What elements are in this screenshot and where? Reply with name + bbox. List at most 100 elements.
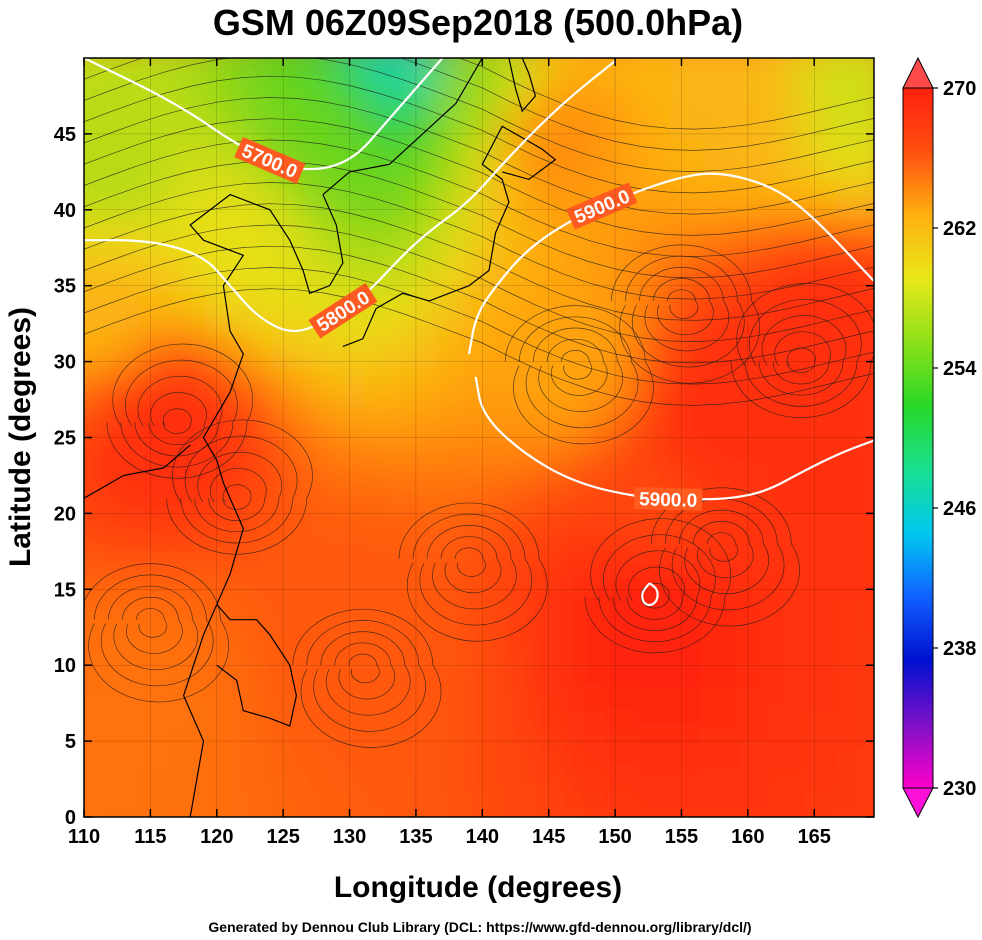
temperature-cell	[304, 791, 341, 817]
temperature-cell	[769, 298, 806, 335]
streamline	[706, 532, 739, 562]
temperature-cell	[304, 753, 341, 790]
temperature-cell	[504, 108, 541, 145]
temperature-cell	[736, 298, 773, 335]
temperature-cell	[504, 563, 541, 600]
temperature-cell	[670, 715, 707, 752]
temperature-cell	[670, 222, 707, 259]
temperature-cell	[470, 58, 507, 69]
streamline	[772, 331, 831, 385]
temperature-cell	[636, 70, 673, 107]
x-axis-label: Longitude (degrees)	[334, 871, 622, 904]
temperature-cell	[736, 753, 773, 790]
temperature-cell	[470, 563, 507, 600]
temperature-cell	[504, 58, 541, 69]
temperature-cell	[205, 70, 242, 107]
temperature-cell	[537, 677, 574, 714]
temperature-cell	[504, 677, 541, 714]
temperature-cell	[769, 791, 806, 817]
temperature-cell	[802, 108, 839, 145]
temperature-cell	[404, 715, 441, 752]
streamline	[292, 608, 442, 748]
temperature-cell	[470, 601, 507, 638]
temperature-cell	[869, 222, 874, 259]
temperature-cell	[84, 525, 109, 562]
temperature-cell	[437, 715, 474, 752]
temperature-cell	[304, 677, 341, 714]
temperature-cell	[205, 563, 242, 600]
temperature-cell	[570, 525, 607, 562]
temperature-cell	[736, 449, 773, 486]
temperature-cell	[836, 58, 873, 69]
temperature-cell	[703, 70, 740, 107]
temperature-cell	[437, 601, 474, 638]
temperature-cell	[802, 487, 839, 524]
temperature-cell	[84, 791, 109, 817]
temperature-cell	[39, 222, 75, 258]
temperature-cell	[304, 373, 341, 410]
temperature-cell	[404, 411, 441, 448]
temperature-cell	[304, 336, 341, 373]
temperature-cell	[736, 373, 773, 410]
temperature-cell	[304, 70, 341, 107]
temperature-cell	[205, 525, 242, 562]
temperature-cell	[537, 58, 574, 69]
temperature-cell	[636, 449, 673, 486]
colorbar-tick-label: 238	[943, 638, 976, 660]
temperature-cell	[504, 449, 541, 486]
temperature-cell	[271, 639, 308, 676]
temperature-cell	[470, 753, 507, 790]
temperature-cell	[404, 601, 441, 638]
temperature-cell	[105, 715, 142, 752]
temperature-cell	[238, 411, 275, 448]
temperature-cell	[105, 525, 142, 562]
temperature-cell	[404, 70, 441, 107]
temperature-cell	[802, 753, 839, 790]
temperature-cell	[39, 602, 75, 638]
temperature-cell	[570, 563, 607, 600]
temperature-cell	[338, 449, 375, 486]
temperature-cell	[338, 70, 375, 107]
temperature-cell	[603, 411, 640, 448]
temperature-cell	[736, 336, 773, 373]
temperature-cell	[271, 791, 308, 817]
temperature-cell	[172, 260, 209, 297]
temperature-cell	[271, 601, 308, 638]
temperature-cell	[670, 70, 707, 107]
y-tick-label: 25	[54, 428, 76, 450]
temperature-cell	[39, 678, 75, 714]
contour-label-bg	[633, 487, 703, 511]
temperature-cell	[670, 677, 707, 714]
temperature-cell	[139, 222, 176, 259]
temperature-cell	[84, 411, 109, 448]
temperature-cell	[271, 70, 308, 107]
streamline	[454, 547, 486, 577]
temperature-cell	[437, 184, 474, 221]
temperature-cell	[105, 677, 142, 714]
temperature-cell	[570, 373, 607, 410]
temperature-cell	[304, 487, 341, 524]
temperature-cell	[172, 525, 209, 562]
streamline	[653, 278, 714, 336]
temperature-cell	[338, 108, 375, 145]
temperature-cell	[238, 184, 275, 221]
temperature-cell	[271, 449, 308, 486]
streamline	[84, 182, 874, 300]
temperature-cell	[105, 753, 142, 790]
temperature-cell	[304, 184, 341, 221]
temperature-cell	[537, 639, 574, 676]
temperature-cell	[470, 449, 507, 486]
temperature-cell	[603, 791, 640, 817]
temperature-cell	[105, 601, 142, 638]
streamline	[412, 513, 533, 626]
streamline	[136, 608, 168, 638]
temperature-cell	[139, 449, 176, 486]
temperature-cell	[670, 108, 707, 145]
temperature-cell	[869, 184, 874, 221]
temperature-cell	[703, 791, 740, 817]
temperature-cell	[537, 753, 574, 790]
temperature-cell	[371, 411, 408, 448]
temperature-cell	[869, 58, 874, 69]
temperature-cell	[139, 373, 176, 410]
